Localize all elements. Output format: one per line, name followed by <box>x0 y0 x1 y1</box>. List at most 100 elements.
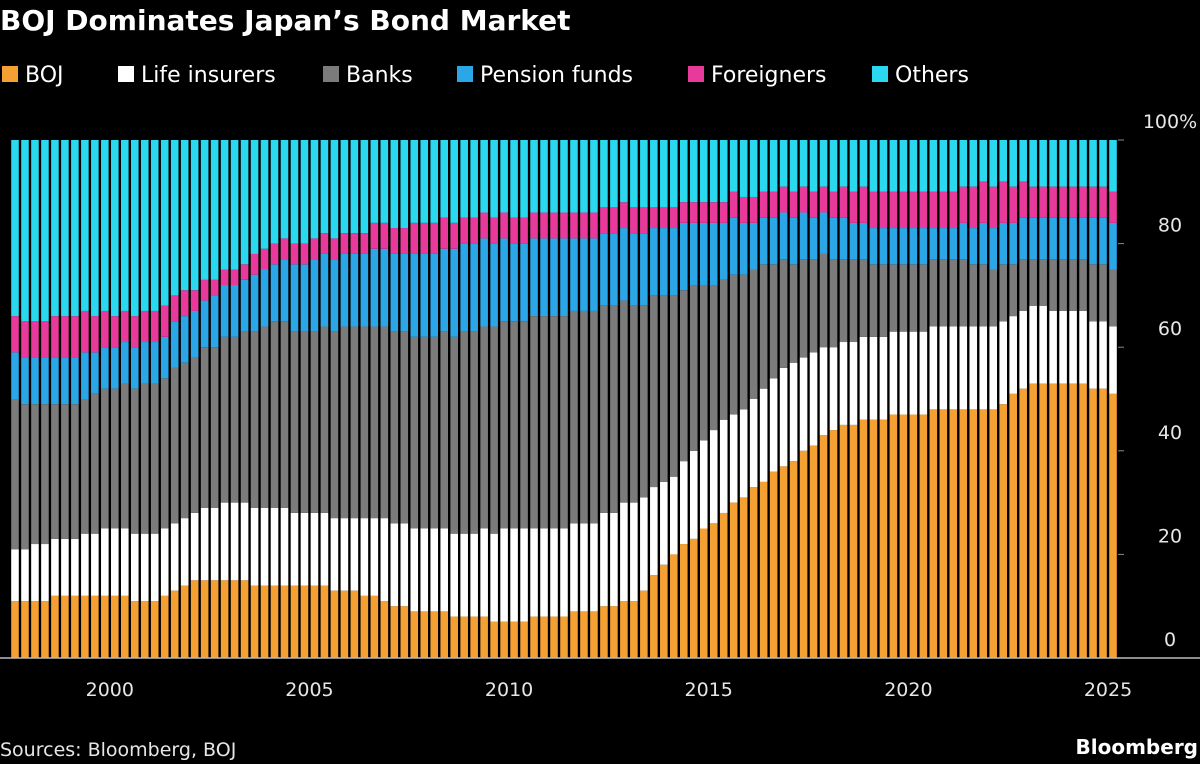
bar-segment <box>510 621 518 658</box>
bar-segment <box>729 502 738 658</box>
bar-segment <box>290 264 299 332</box>
bar-segment <box>280 585 289 658</box>
bar-segment <box>410 611 419 658</box>
bar-segment <box>839 342 848 425</box>
bar-segment <box>450 533 458 617</box>
bar-segment <box>739 196 748 223</box>
bar-segment <box>1019 259 1027 311</box>
bar-segment <box>1069 383 1077 658</box>
x-tick-label: 2010 <box>485 679 533 701</box>
bar-segment <box>31 601 39 658</box>
bar-segment <box>320 326 329 513</box>
bar-segment <box>51 140 59 317</box>
bar-segment <box>949 140 958 192</box>
bar-segment <box>330 331 339 519</box>
bar-segment <box>520 140 528 218</box>
bar-segment <box>869 228 878 265</box>
bar-segment <box>929 259 938 327</box>
bar-segment <box>530 316 538 529</box>
bar-segment <box>540 212 548 239</box>
bar-segment <box>909 140 918 192</box>
bar-segment <box>340 253 349 327</box>
bar-segment <box>560 238 568 317</box>
bar-segment <box>630 601 638 658</box>
bar-segment <box>490 533 498 622</box>
bar-segment <box>530 616 538 658</box>
bar-segment <box>779 367 788 467</box>
y-tick-label: 40 <box>1158 422 1182 444</box>
legend-swatch <box>457 66 473 82</box>
bar-segment <box>580 212 588 239</box>
bar-segment <box>330 259 339 332</box>
bar-segment <box>809 217 818 260</box>
bar-segment <box>699 140 708 203</box>
bar-segment <box>180 362 189 519</box>
bar-segment <box>749 487 758 658</box>
bar-segment <box>839 217 848 260</box>
bar-segment <box>500 238 508 322</box>
bar-segment <box>520 621 528 658</box>
bar-segment <box>779 140 788 187</box>
bar-segment <box>190 580 199 658</box>
bar-segment <box>130 347 139 389</box>
bar-segment <box>889 331 898 415</box>
bar-segment <box>250 585 259 658</box>
bar-segment <box>1069 310 1077 384</box>
bar-segment <box>909 414 918 658</box>
bar-segment <box>859 186 868 223</box>
bar-segment <box>1049 259 1057 311</box>
bar-segment <box>969 264 978 327</box>
bar-segment <box>580 238 588 311</box>
bar-segment <box>41 357 49 405</box>
bar-segment <box>799 259 808 358</box>
bar-segment <box>939 409 948 658</box>
bar-segment <box>300 243 309 265</box>
bar-segment <box>769 140 778 192</box>
bar-segment <box>510 217 518 244</box>
y-tick-label: 100% <box>1143 111 1197 133</box>
bar-segment <box>1089 140 1097 187</box>
bar-segment <box>150 601 159 658</box>
bar-segment <box>899 140 908 192</box>
bar-segment <box>21 140 29 322</box>
legend-swatch <box>2 66 18 82</box>
bar-segment <box>430 140 439 223</box>
bar-segment <box>310 585 319 658</box>
legend-label: Others <box>895 63 969 88</box>
bar-segment <box>500 621 508 658</box>
bar-segment <box>939 259 948 327</box>
bar-segment <box>490 621 498 658</box>
bar-segment <box>809 191 818 218</box>
bar-segment <box>320 253 329 327</box>
bar-segment <box>999 140 1008 182</box>
bar-segment <box>560 212 568 239</box>
bar-segment <box>290 140 299 244</box>
bar-segment <box>779 259 788 368</box>
bar-segment <box>600 207 608 234</box>
bar-segment <box>590 611 598 658</box>
bar-segment <box>1049 217 1057 260</box>
bar-segment <box>829 140 838 192</box>
bar-segment <box>719 202 728 223</box>
bar-segment <box>200 580 209 658</box>
bar-segment <box>190 140 199 291</box>
bar-segment <box>1029 305 1037 384</box>
bar-segment <box>1039 186 1047 218</box>
bar-segment <box>540 238 548 317</box>
bar-segment <box>1069 259 1077 311</box>
bar-segment <box>979 409 988 658</box>
bar-segment <box>230 269 239 286</box>
bar-segment <box>1099 140 1107 187</box>
bar-segment <box>350 233 359 254</box>
bar-segment <box>899 414 908 658</box>
x-tick-label: 2020 <box>884 679 932 701</box>
bar-segment <box>490 140 498 218</box>
bar-segment <box>640 233 648 306</box>
bar-segment <box>230 580 239 658</box>
bar-segment <box>1089 321 1097 389</box>
bar-segment <box>41 321 49 358</box>
bar-segment <box>240 279 249 332</box>
bar-segment <box>729 217 738 275</box>
bar-segment <box>570 611 578 658</box>
bar-segment <box>200 507 209 581</box>
